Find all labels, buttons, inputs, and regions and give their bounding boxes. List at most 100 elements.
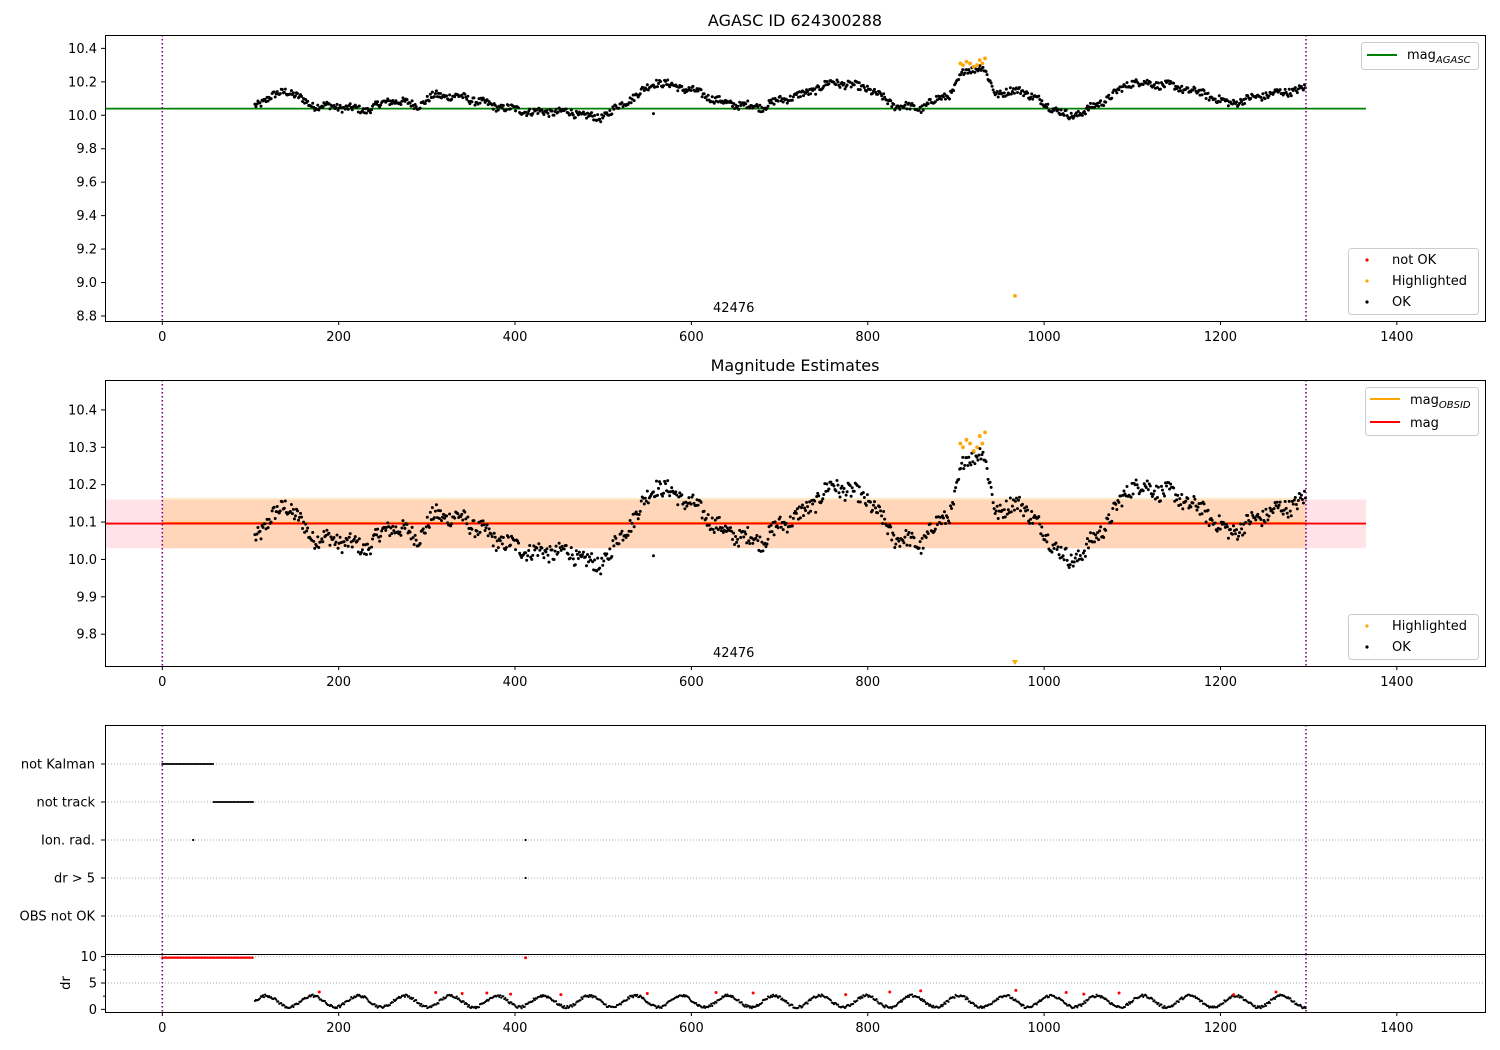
data-point-ok	[821, 497, 825, 501]
dr-point-ok	[554, 1000, 558, 1003]
data-point-ok	[1015, 91, 1019, 95]
data-point-ok	[398, 530, 402, 534]
data-point-ok	[527, 109, 531, 113]
data-point-highlighted	[968, 61, 972, 66]
legend-marker-ok	[1365, 645, 1369, 649]
data-point-ok	[1195, 508, 1199, 512]
data-point-ok	[850, 486, 854, 490]
data-point-ok	[862, 495, 866, 499]
data-point-ok	[340, 110, 344, 114]
data-point-ok	[280, 87, 284, 91]
data-point-ok	[491, 107, 495, 111]
dr-point-ok	[1227, 997, 1230, 1001]
data-point-ok	[335, 102, 339, 106]
data-point-ok	[1283, 87, 1287, 91]
y-tick-label: 10.0	[68, 109, 97, 124]
data-point-ok	[629, 529, 633, 533]
data-point-ok	[1111, 507, 1115, 511]
dr-point-ok	[1155, 1001, 1158, 1004]
flag-point	[249, 801, 252, 803]
dr-point-ok	[1145, 994, 1148, 997]
data-point-ok	[870, 91, 874, 95]
data-point-ok	[878, 505, 882, 509]
dr-point-ok	[1268, 1001, 1272, 1005]
data-point-ok	[836, 483, 840, 487]
data-point-ok	[838, 495, 842, 499]
dr-point-ok	[1289, 997, 1292, 1000]
data-point-ok	[348, 532, 352, 536]
data-point-ok	[280, 500, 284, 504]
flag-point	[181, 763, 184, 765]
legend-label-highlighted: Highlighted	[1392, 274, 1467, 289]
data-point-ok	[1165, 484, 1169, 488]
data-point-ok	[562, 547, 566, 551]
data-point-ok	[926, 532, 930, 536]
dr-point-ok	[809, 999, 812, 1002]
data-point-ok	[1240, 527, 1244, 531]
dr-point-ok	[418, 1002, 421, 1005]
flag-point	[168, 763, 171, 765]
dr-point-not-ok	[524, 956, 528, 960]
data-point-ok	[676, 503, 680, 507]
data-point-ok	[537, 542, 541, 546]
data-point-ok	[921, 546, 925, 550]
data-point-ok	[491, 544, 495, 548]
data-point-ok	[765, 542, 769, 546]
data-point-ok	[805, 500, 809, 504]
data-point-ok	[750, 536, 754, 540]
data-point-ok	[1191, 88, 1195, 92]
data-point-ok	[799, 506, 803, 510]
data-point-ok	[301, 527, 305, 531]
data-point-ok	[1158, 499, 1162, 503]
data-point-ok	[843, 498, 847, 502]
dr-point-ok	[682, 993, 685, 997]
data-point-ok	[678, 491, 682, 495]
data-point-ok	[897, 539, 901, 543]
data-point-highlighted	[971, 64, 976, 69]
data-point-ok	[991, 88, 995, 92]
dr-point-ok	[905, 996, 909, 999]
dr-point-ok	[1193, 995, 1197, 998]
data-point-ok	[680, 84, 684, 88]
dr-point-ok	[1200, 1000, 1204, 1003]
data-point-ok	[1259, 95, 1263, 99]
data-point-highlighted	[961, 63, 965, 68]
data-point-ok	[1010, 89, 1014, 93]
data-point-ok	[1080, 558, 1084, 562]
dr-point-ok	[1299, 1003, 1302, 1006]
data-point-ok	[1134, 478, 1138, 482]
dr-point-ok	[875, 998, 878, 1001]
data-point-ok	[928, 97, 932, 101]
data-point-ok	[998, 503, 1002, 507]
flag-point	[176, 763, 179, 765]
data-point-ok	[1014, 496, 1018, 500]
data-point-ok	[500, 106, 504, 110]
data-point-ok	[481, 519, 485, 523]
dr-point-ok	[1263, 1003, 1267, 1006]
data-point-ok	[852, 489, 856, 493]
dr-point-not-ok	[460, 992, 464, 996]
y-tick-label: 10.0	[68, 553, 97, 568]
panel-1-frame	[105, 35, 1486, 322]
dr-point-ok	[523, 1005, 526, 1008]
data-point-ok	[904, 100, 908, 104]
data-point-ok	[890, 538, 894, 542]
data-point-ok	[1267, 514, 1271, 518]
data-point-ok	[662, 84, 666, 88]
data-point-ok	[528, 544, 532, 548]
data-point-ok	[646, 501, 650, 505]
data-point-ok	[1278, 88, 1282, 92]
data-point-highlighted	[977, 434, 982, 438]
flag-point	[196, 763, 199, 765]
data-point-ok	[371, 537, 375, 541]
flag-label: not track	[36, 796, 95, 811]
data-point-ok	[484, 526, 488, 530]
data-point-ok	[1172, 81, 1176, 85]
data-point-ok	[445, 94, 449, 98]
data-point-ok	[550, 548, 554, 552]
data-point-ok	[304, 522, 308, 526]
data-point-ok	[1239, 522, 1243, 526]
dr-point-ok	[262, 996, 266, 999]
data-point-ok	[343, 544, 347, 548]
data-point-ok	[478, 530, 482, 534]
